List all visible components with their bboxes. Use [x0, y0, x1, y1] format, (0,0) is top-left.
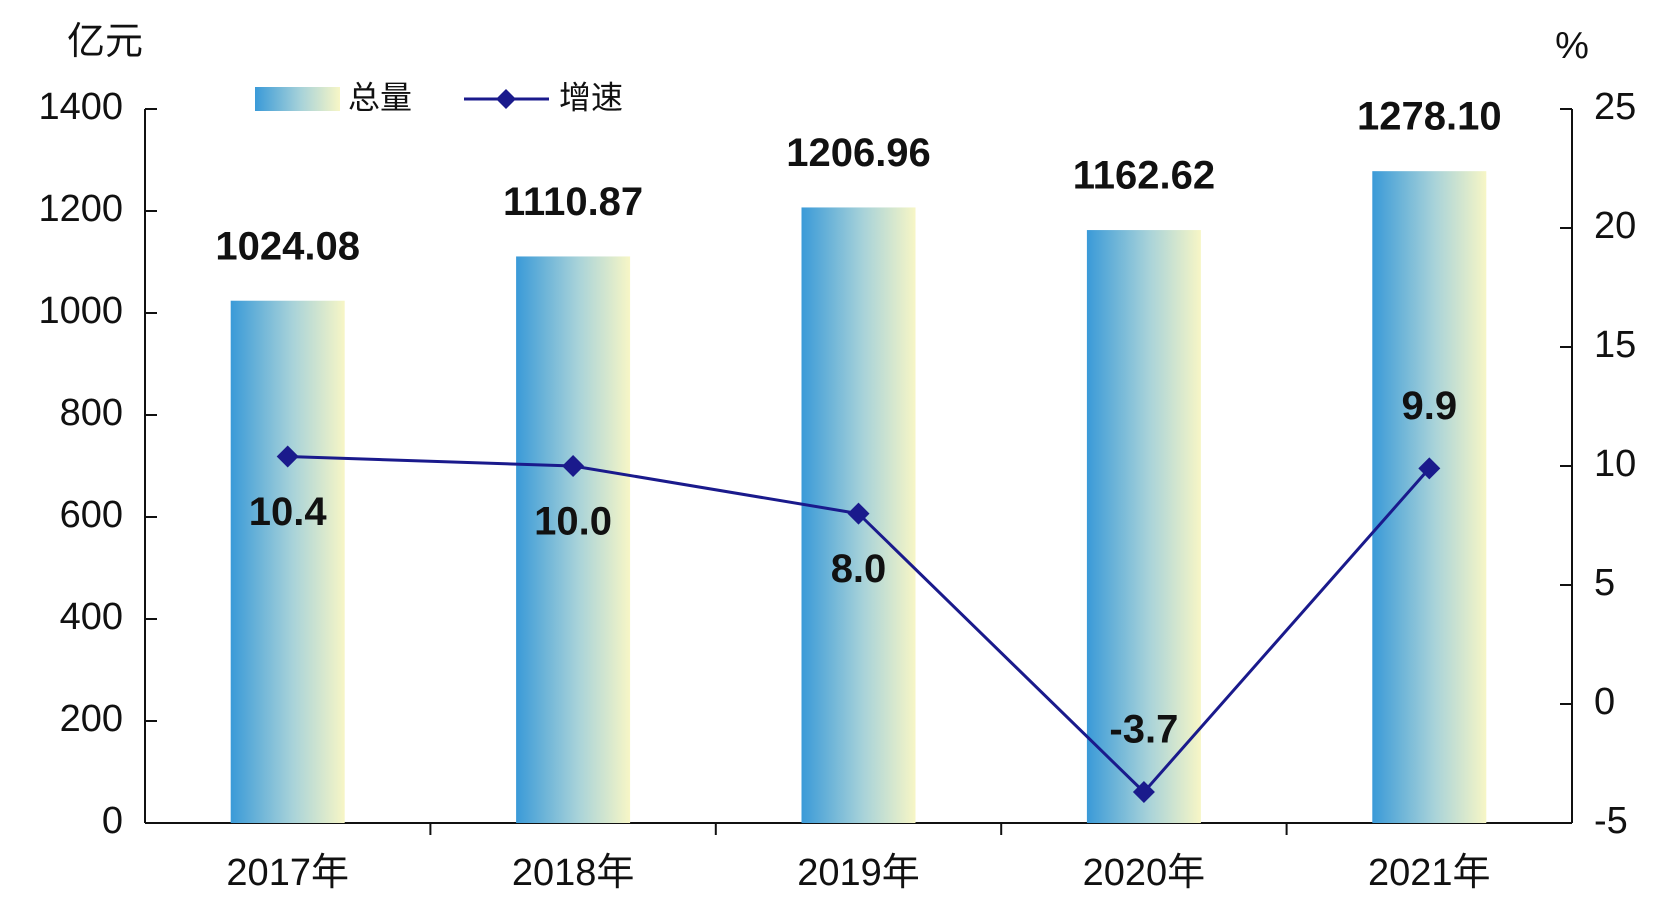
bar [1086, 230, 1201, 824]
y2-tick-label: -5 [1594, 800, 1628, 842]
x-tick-label: 2017年 [226, 852, 349, 894]
y-tick-label: 0 [102, 800, 123, 842]
bar-value-label: 1278.10 [1357, 95, 1502, 139]
line-marker [1418, 457, 1441, 480]
y2-tick-label: 5 [1594, 562, 1615, 604]
y-tick-label: 800 [60, 392, 123, 434]
legend-swatch [255, 87, 340, 111]
y-tick-label: 200 [60, 698, 123, 740]
y2-axis-title: % [1555, 25, 1589, 67]
bar-value-label: 1110.87 [503, 180, 643, 224]
line-value-label: -3.7 [1109, 708, 1178, 752]
legend-label: 增速 [559, 79, 623, 115]
line-value-label: 8.0 [831, 547, 887, 591]
y-axis-title: 亿元 [67, 21, 143, 63]
bar [1372, 171, 1487, 823]
legend: 总量 增速 [255, 79, 623, 115]
y2-tick-label: 10 [1594, 443, 1636, 485]
y2-tick-label: 25 [1594, 86, 1636, 128]
line-value-label: 10.0 [534, 500, 612, 544]
bar-value-label: 1162.62 [1073, 154, 1215, 198]
y-tick-label: 1400 [38, 86, 123, 128]
line-marker [847, 502, 870, 525]
bar [516, 256, 631, 823]
y2-tick-label: 20 [1594, 205, 1636, 247]
legend-marker [496, 89, 516, 109]
y-tick-label: 1200 [38, 188, 123, 230]
y-tick-label: 1000 [38, 290, 123, 332]
x-tick-label: 2019年 [797, 852, 920, 894]
bar-value-label: 1024.08 [215, 224, 360, 268]
line-value-label: 9.9 [1401, 384, 1457, 428]
bar-value-label: 1206.96 [786, 131, 931, 175]
x-tick-label: 2018年 [512, 852, 635, 894]
x-tick-label: 2020年 [1083, 852, 1206, 894]
x-tick-label: 2021年 [1368, 852, 1491, 894]
line-marker [276, 445, 299, 468]
line-marker [562, 455, 585, 477]
y-tick-label: 400 [60, 596, 123, 638]
y2-tick-label: 0 [1594, 681, 1615, 723]
line-value-label: 10.4 [249, 490, 328, 534]
y2-tick-label: 15 [1594, 324, 1636, 366]
line-marker [1132, 781, 1155, 804]
bar [230, 300, 345, 823]
y-tick-label: 600 [60, 494, 123, 536]
legend-label: 总量 [348, 79, 412, 115]
